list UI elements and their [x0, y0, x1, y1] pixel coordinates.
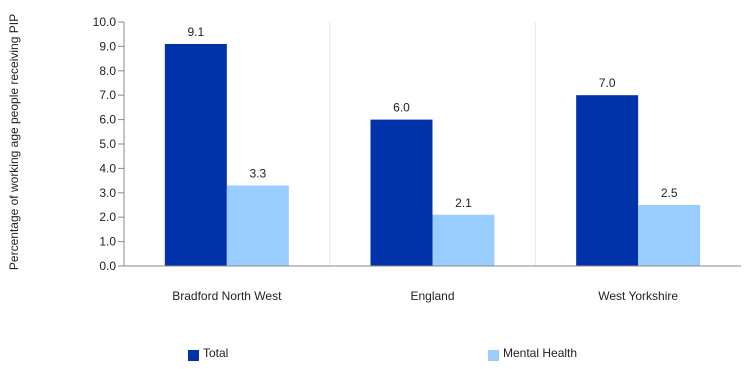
- y-tick-label: 9.0: [99, 39, 116, 53]
- y-tick-label: 2.0: [99, 210, 116, 224]
- x-category-label: West Yorkshire: [598, 289, 678, 303]
- y-tick-label: 8.0: [99, 64, 116, 78]
- grid-layer: [329, 22, 536, 266]
- legend: Total Mental Health: [188, 346, 577, 361]
- y-tick-label: 10.0: [93, 15, 117, 29]
- y-tick-label: 7.0: [99, 88, 116, 102]
- y-tick-label: 3.0: [99, 186, 116, 200]
- bar: [226, 185, 289, 266]
- y-tick-label: 6.0: [99, 113, 116, 127]
- data-label: 9.1: [187, 25, 204, 39]
- axis-layer: [118, 21, 741, 267]
- y-tick-label: 5.0: [99, 137, 116, 151]
- x-category-label: Bradford North West: [172, 289, 282, 303]
- y-tick-label: 0.0: [99, 259, 116, 273]
- bar: [370, 119, 433, 266]
- labels-layer: 0.0 1.0 2.0 3.0 4.0 5.0 6.0 7.0 8.0 9.0 10.0 9.1 3.3…: [93, 15, 679, 303]
- y-axis-title: Percentage of working age people receivi…: [7, 14, 21, 270]
- data-label: 6.0: [393, 101, 410, 115]
- y-tick-label: 4.0: [99, 161, 116, 175]
- x-category-label: England: [410, 289, 454, 303]
- legend-swatch: [488, 350, 499, 361]
- bar: [576, 95, 639, 266]
- bars-layer: [164, 43, 701, 267]
- data-label: 7.0: [599, 76, 616, 90]
- legend-label: Mental Health: [503, 346, 577, 360]
- data-label: 2.1: [455, 196, 472, 210]
- legend-swatch: [188, 350, 199, 361]
- y-tick-label: 1.0: [99, 235, 116, 249]
- bar: [164, 43, 227, 267]
- legend-label: Total: [203, 346, 228, 360]
- bar: [638, 205, 701, 266]
- data-label: 2.5: [661, 186, 678, 200]
- data-label: 3.3: [249, 166, 266, 180]
- bar: [432, 214, 495, 266]
